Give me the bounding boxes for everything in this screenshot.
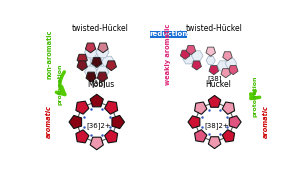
Polygon shape [223,52,232,61]
Text: aromatic: aromatic [46,106,52,139]
FancyBboxPatch shape [150,31,187,38]
Polygon shape [195,102,207,114]
Polygon shape [209,66,218,75]
Polygon shape [221,69,230,78]
Polygon shape [229,116,241,128]
Polygon shape [186,46,196,55]
Polygon shape [98,43,108,53]
Polygon shape [180,50,190,59]
Polygon shape [206,47,215,56]
Polygon shape [96,46,109,58]
Polygon shape [91,58,102,67]
Polygon shape [192,51,203,61]
Polygon shape [183,54,194,64]
Polygon shape [77,54,87,64]
Polygon shape [206,56,215,64]
Text: twisted-Hückel: twisted-Hückel [72,24,129,33]
Polygon shape [86,72,96,82]
Polygon shape [222,130,235,142]
Text: Möbius: Möbius [87,80,114,89]
Text: [38]2+: [38]2+ [204,122,229,129]
Polygon shape [208,95,221,107]
Polygon shape [84,66,98,77]
Polygon shape [112,115,125,129]
Polygon shape [225,58,237,68]
Polygon shape [96,66,109,77]
Polygon shape [222,102,235,114]
Polygon shape [77,61,87,71]
Polygon shape [85,43,96,53]
Text: reduction: reduction [149,31,188,37]
Polygon shape [102,56,115,68]
Polygon shape [90,56,103,68]
Polygon shape [84,46,98,58]
Polygon shape [188,116,200,128]
Polygon shape [90,94,103,107]
Text: protonation: protonation [57,64,62,105]
Text: aromatic: aromatic [263,106,269,139]
Polygon shape [79,56,92,68]
FancyArrowPatch shape [251,91,260,98]
Polygon shape [217,61,229,71]
Polygon shape [97,72,108,82]
Polygon shape [76,130,89,143]
FancyArrowPatch shape [56,72,65,94]
Polygon shape [106,61,117,71]
Polygon shape [208,137,221,149]
Text: Hückel: Hückel [206,80,231,89]
Text: [38]: [38] [207,75,222,82]
Polygon shape [90,137,103,150]
Polygon shape [76,101,89,114]
Text: weakly aromatic: weakly aromatic [165,24,171,85]
Text: protonation: protonation [253,76,258,117]
Polygon shape [69,115,82,129]
Text: [36]: [36] [91,80,106,87]
Text: twisted-Hückel: twisted-Hückel [186,24,243,33]
Polygon shape [105,101,118,114]
Polygon shape [192,61,201,70]
Polygon shape [195,130,207,142]
Text: [36]2+: [36]2+ [87,122,111,129]
Polygon shape [229,66,238,75]
Text: non-aromatic: non-aromatic [46,29,52,79]
Polygon shape [105,130,118,143]
